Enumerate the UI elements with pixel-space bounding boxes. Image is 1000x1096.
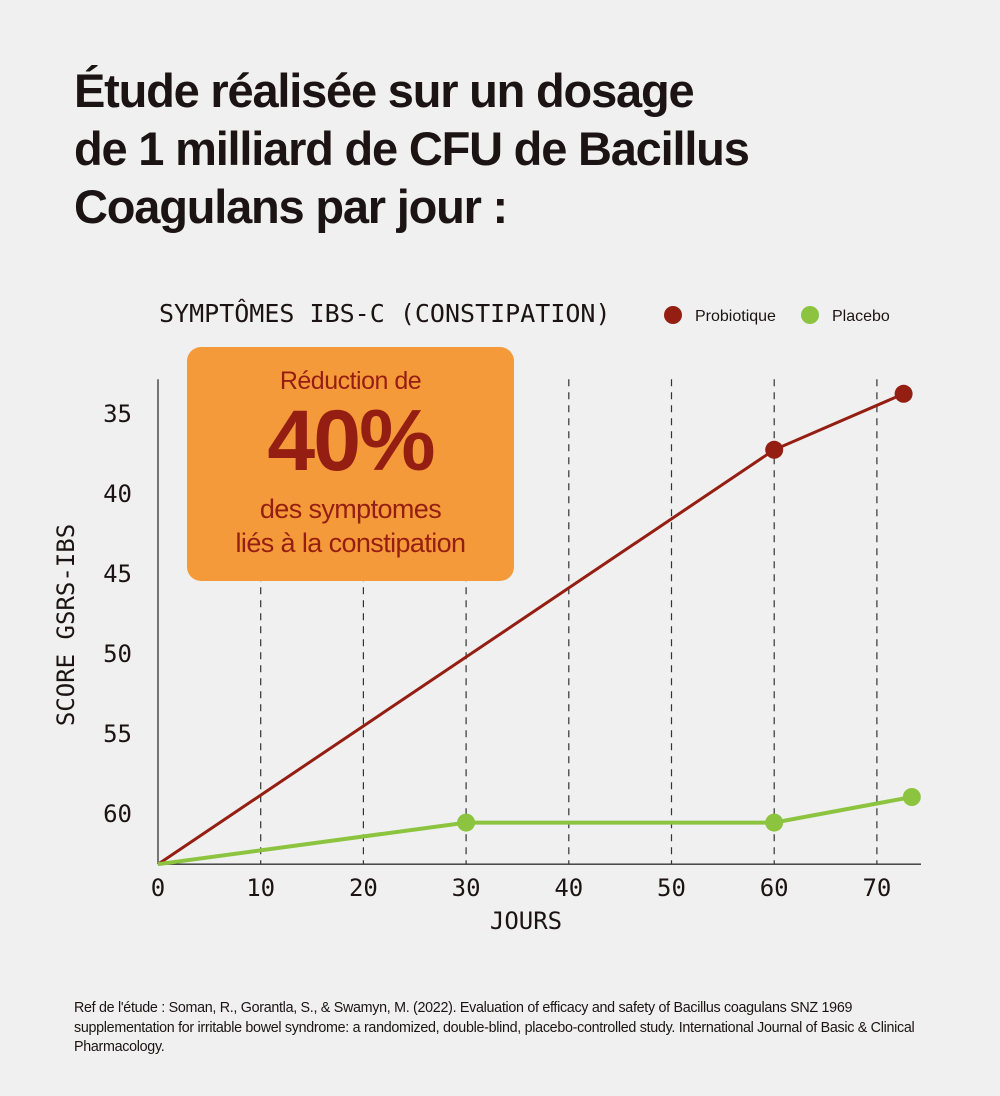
data-point-probiotique bbox=[765, 440, 784, 459]
x-tick-label: 10 bbox=[246, 874, 275, 902]
y-tick-label: 35 bbox=[103, 400, 132, 428]
callout-line3: des symptomes bbox=[259, 494, 442, 524]
legend: Probiotique Placebo bbox=[664, 306, 890, 325]
y-tick-label: 55 bbox=[103, 720, 132, 748]
page-title: Étude réalisée sur un dosage de 1 millia… bbox=[74, 64, 750, 233]
y-tick-label: 40 bbox=[103, 480, 132, 508]
x-tick-label: 30 bbox=[452, 874, 481, 902]
x-tick-label: 50 bbox=[657, 874, 686, 902]
y-axis-label: SCORE GSRS-IBS bbox=[52, 524, 80, 726]
x-tick-label: 20 bbox=[349, 874, 378, 902]
y-tick-label: 60 bbox=[103, 800, 132, 828]
legend-marker-placebo bbox=[801, 306, 819, 324]
data-point-probiotique bbox=[894, 384, 913, 403]
legend-marker-probiotique bbox=[664, 306, 682, 324]
x-tick-label: 0 bbox=[151, 874, 165, 902]
x-tick-label: 40 bbox=[554, 874, 583, 902]
callout-line4: liés à la constipation bbox=[235, 528, 467, 558]
chart-title: SYMPTÔMES IBS-C (CONSTIPATION) bbox=[159, 298, 611, 328]
legend-label-probiotique: Probiotique bbox=[695, 308, 776, 325]
legend-label-placebo: Placebo bbox=[832, 308, 890, 325]
series-line-placebo bbox=[157, 795, 913, 867]
x-tick-label: 70 bbox=[862, 874, 891, 902]
data-point-placebo bbox=[457, 813, 476, 832]
data-point-placebo bbox=[902, 788, 921, 806]
callout-value: 40% bbox=[267, 393, 435, 489]
reduction-callout: Réduction de 40% des symptomes liés à la… bbox=[187, 347, 514, 581]
data-point-placebo bbox=[765, 813, 784, 832]
y-tick-label: 50 bbox=[103, 640, 132, 668]
x-tick-label: 60 bbox=[760, 874, 789, 902]
callout-line1: Réduction de bbox=[279, 367, 422, 395]
study-reference: Ref de l'étude : Soman, R., Gorantla, S.… bbox=[74, 1000, 915, 1055]
x-axis-label: JOURS bbox=[490, 907, 562, 935]
y-tick-label: 45 bbox=[103, 560, 132, 588]
